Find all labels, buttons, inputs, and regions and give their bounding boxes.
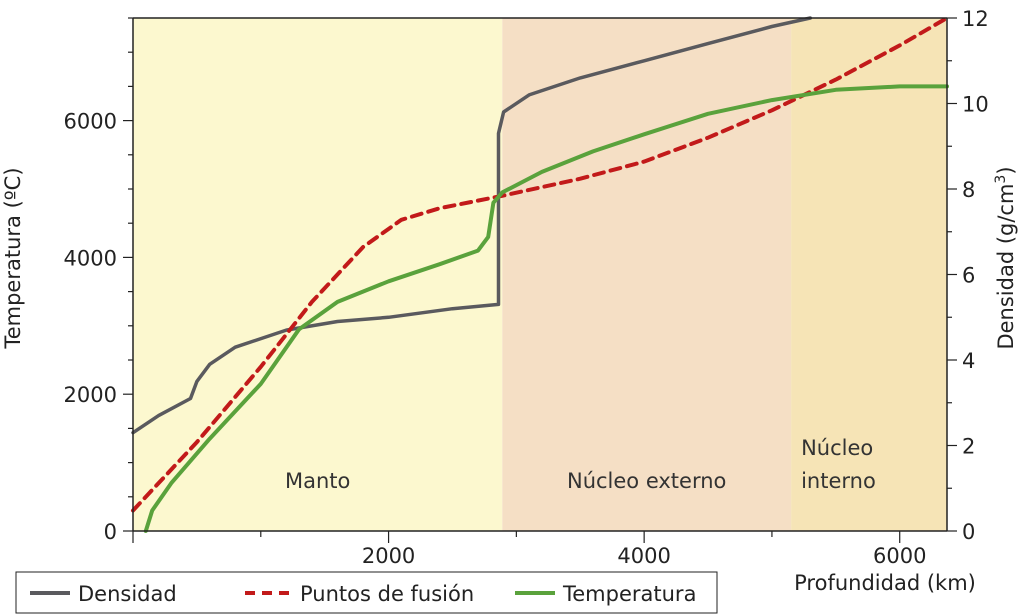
y-right-tick-label: 6 — [962, 264, 975, 288]
y-right-axis-label: Densidad (g/cm3) — [993, 166, 1018, 349]
x-axis-label: Profundidad (km) — [794, 571, 976, 595]
series-fusion — [131, 16, 949, 513]
y-right-tick-label: 12 — [962, 7, 989, 31]
legend-label-temperatura: Temperatura — [562, 582, 696, 606]
y-right-tick-label: 4 — [962, 349, 975, 373]
x-tick-label: 4000 — [617, 544, 670, 568]
y-left-tick-label: 0 — [104, 520, 117, 544]
y-right-tick-label: 10 — [962, 93, 989, 117]
y-left-axis-label: Temperatura (ºC) — [1, 167, 25, 349]
region-3 — [791, 18, 947, 531]
legend-box — [15, 571, 718, 614]
region-label-1-line-1: Manto — [285, 469, 350, 493]
y-left-tick-label: 4000 — [64, 246, 117, 270]
tick-labels: 0 2000 4000 6000 0 2 4 6 8 10 12 2000 4000 6000 — [64, 7, 989, 568]
y-right-axis-label-end: ) — [994, 166, 1018, 174]
y-left-tick-label: 2000 — [64, 383, 117, 407]
series-temperatura — [143, 84, 949, 533]
y-right-tick-label: 8 — [962, 178, 975, 202]
region-label-3-line-1: Núcleo — [801, 436, 873, 460]
data-series — [131, 16, 949, 533]
y-right-axis-label-sup: 3 — [993, 175, 1009, 184]
x-tick-label: 2000 — [362, 544, 415, 568]
y-right-tick-label: 0 — [962, 520, 975, 544]
region-labels: Manto Núcleo externo Núcleo interno — [285, 436, 876, 493]
series-densidad — [131, 16, 813, 435]
region-1 — [133, 18, 503, 531]
region-2 — [502, 18, 792, 531]
y-right-axis-label-main: Densidad (g/cm — [994, 184, 1018, 350]
legend-label-densidad: Densidad — [78, 582, 177, 606]
legend-label-fusion: Puntos de fusión — [300, 582, 474, 606]
region-label-3-line-2: interno — [801, 469, 876, 493]
y-left-tick-label: 6000 — [64, 110, 117, 134]
plot-frame — [132, 17, 948, 532]
axis-ticks — [123, 17, 957, 543]
legend: Densidad Puntos de fusión Temperatura — [15, 571, 718, 614]
region-label-2-line-1: Núcleo externo — [567, 469, 726, 493]
y-right-tick-label: 2 — [962, 435, 975, 459]
x-tick-label: 6000 — [873, 544, 926, 568]
